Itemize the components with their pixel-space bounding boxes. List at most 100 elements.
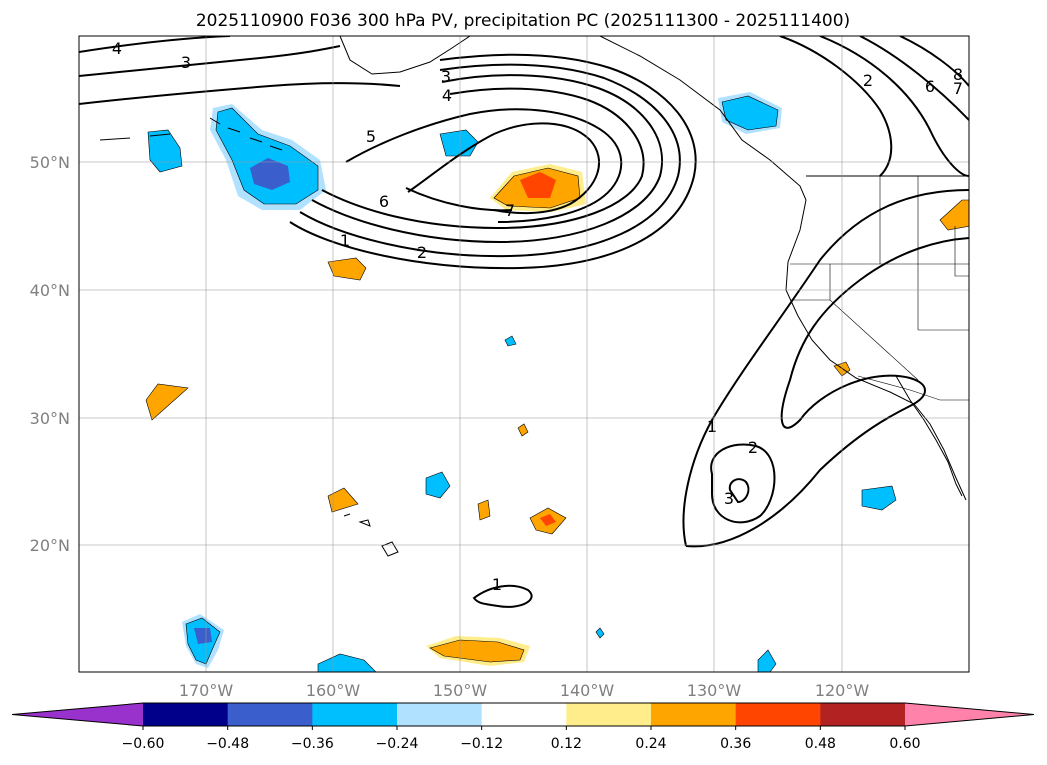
- precip-anomaly-positive: [477, 499, 491, 521]
- pv-contour-label: 3: [181, 53, 191, 72]
- pv-contour-subtropical-1: [682, 189, 969, 547]
- precip-anomaly-negative: [861, 485, 897, 511]
- pv-contour-4: [321, 87, 645, 230]
- precip-anomaly-negative: [250, 158, 290, 190]
- pv-contour-labels: 1 2 3 4 5 6 7 4 3 2 6 7 8 1 2 3 1: [112, 39, 963, 594]
- precip-anomaly-positive: [540, 514, 556, 526]
- lon-tick-labels: 170°W 160°W 150°W 140°W 130°W 120°W: [179, 681, 870, 700]
- colorbar-tick-label: 0.60: [889, 736, 920, 752]
- us-mexico-border: [857, 375, 969, 401]
- colorbar-tick-label: −0.48: [206, 736, 249, 752]
- pv-contour-label: 5: [366, 127, 376, 146]
- coastline-aleutians: [99, 117, 283, 151]
- precip-anomaly-negative: [595, 627, 605, 639]
- pv-contour-label: 1: [340, 231, 350, 250]
- colorbar-bin: [651, 703, 737, 726]
- precip-anomaly-positive: [520, 172, 556, 198]
- pv-contour-label: 2: [863, 71, 873, 90]
- colorbar-tick-label: 0.24: [635, 736, 666, 752]
- coastline-north-america: [785, 199, 967, 501]
- pv-contour-subtropical-1b: [685, 237, 969, 548]
- pv-contour-label: 6: [925, 77, 935, 96]
- precip-anomaly-negative: [194, 628, 212, 644]
- pv-contour-label: 7: [953, 79, 963, 98]
- precip-anomaly-positive: [145, 383, 189, 421]
- pv-contour-label: 1: [492, 575, 502, 594]
- lon-tick-label: 170°W: [179, 681, 234, 700]
- graticule: [79, 36, 969, 672]
- lon-tick-label: 120°W: [815, 681, 870, 700]
- lat-tick-label: 30°N: [30, 409, 70, 428]
- colorbar-tick-label: −0.36: [291, 736, 334, 752]
- precip-anomaly-positive: [939, 199, 969, 231]
- colorbar-bin: [143, 703, 229, 726]
- pv-contour-3: [311, 74, 663, 244]
- pv-contour-west-2: [79, 82, 401, 105]
- pv-contour-west-4: [79, 36, 231, 53]
- colorbar-bin: [227, 703, 313, 726]
- colorbar-tick-label: 0.12: [551, 736, 582, 752]
- coastline-hawaii: [343, 513, 399, 557]
- map-frame: [78, 35, 970, 673]
- pv-contour-label: 2: [417, 243, 427, 262]
- lon-tick-label: 160°W: [306, 681, 361, 700]
- precip-anomaly-negative: [215, 107, 319, 205]
- colorbar-tick-label: −0.24: [376, 736, 419, 752]
- pv-contour-northeast: [779, 36, 969, 177]
- state-borders: [790, 176, 969, 381]
- lat-tick-label: 20°N: [30, 536, 70, 555]
- lat-tick-label: 40°N: [30, 281, 70, 300]
- precip-anomaly-negative: [317, 653, 377, 672]
- pv-contour-2: [299, 63, 681, 258]
- colorbar-extend-min: [12, 703, 143, 726]
- colorbar: −0.60 −0.48 −0.36 −0.24 −0.12 0.12 0.24 0.36 0.4…: [11, 702, 1035, 752]
- pv-contour-label: 3: [724, 489, 734, 508]
- pv-contour-label: 2: [748, 438, 758, 457]
- lat-tick-label: 50°N: [30, 153, 70, 172]
- pv-contour-label: 8: [953, 65, 963, 84]
- coastline-alaska: [339, 36, 471, 75]
- map-panel: 1 2 3 4 5 6 7 4 3 2 6 7 8 1 2 3 1: [30, 35, 970, 700]
- colorbar-bin: [481, 703, 567, 726]
- colorbar-bin: [735, 703, 821, 726]
- pv-contour-hawaii-1: [472, 584, 533, 608]
- precip-anomaly-negative: [504, 335, 517, 347]
- colorbar-tick-label: 0.48: [805, 736, 836, 752]
- lat-tick-labels: 50°N 40°N 30°N 20°N: [30, 153, 70, 555]
- precip-anomaly-positive: [517, 423, 529, 437]
- colorbar-tick-label: −0.60: [122, 736, 165, 752]
- lon-tick-label: 140°W: [560, 681, 615, 700]
- colorbar-bin: [312, 703, 398, 726]
- precip-anomaly-positive: [327, 487, 359, 513]
- figure-title: 2025110900 F036 300 hPa PV, precipitatio…: [196, 11, 850, 31]
- pv-contour-1: [289, 53, 697, 270]
- precip-anomaly-negative: [425, 471, 451, 499]
- pv-contour-label: 4: [112, 39, 122, 58]
- colorbar-bin: [820, 703, 906, 726]
- colorbar-tick-label: −0.12: [460, 736, 503, 752]
- colorbar-extend-max: [905, 703, 1034, 726]
- pv-contour-5: [345, 108, 623, 223]
- lon-tick-label: 130°W: [687, 681, 742, 700]
- coastline-alaska-panhandle: [599, 36, 807, 201]
- colorbar-bin: [566, 703, 652, 726]
- pv-contour-label: 7: [505, 201, 515, 220]
- pv-contour-subtropical-2: [710, 443, 776, 524]
- pv-contour-label: 3: [441, 67, 451, 86]
- precip-anomaly-negative: [757, 649, 777, 672]
- pv-contour-label: 4: [442, 86, 452, 105]
- pv-contour-label: 1: [707, 417, 717, 436]
- pv-contour-subtropical-3: [728, 478, 750, 504]
- colorbar-tick-label: 0.36: [720, 736, 751, 752]
- precip-anomaly-positive: [429, 639, 525, 663]
- coastlines: [99, 36, 969, 557]
- pv-contour-label: 6: [379, 192, 389, 211]
- coastline-baja: [895, 375, 963, 497]
- pv-contour-west-3: [79, 45, 341, 77]
- pv-contours: [79, 36, 969, 608]
- precip-anomaly-negative: [147, 129, 183, 173]
- precip-anomaly-negative: [721, 95, 779, 131]
- colorbar-bin: [397, 703, 483, 726]
- lon-tick-label: 150°W: [433, 681, 488, 700]
